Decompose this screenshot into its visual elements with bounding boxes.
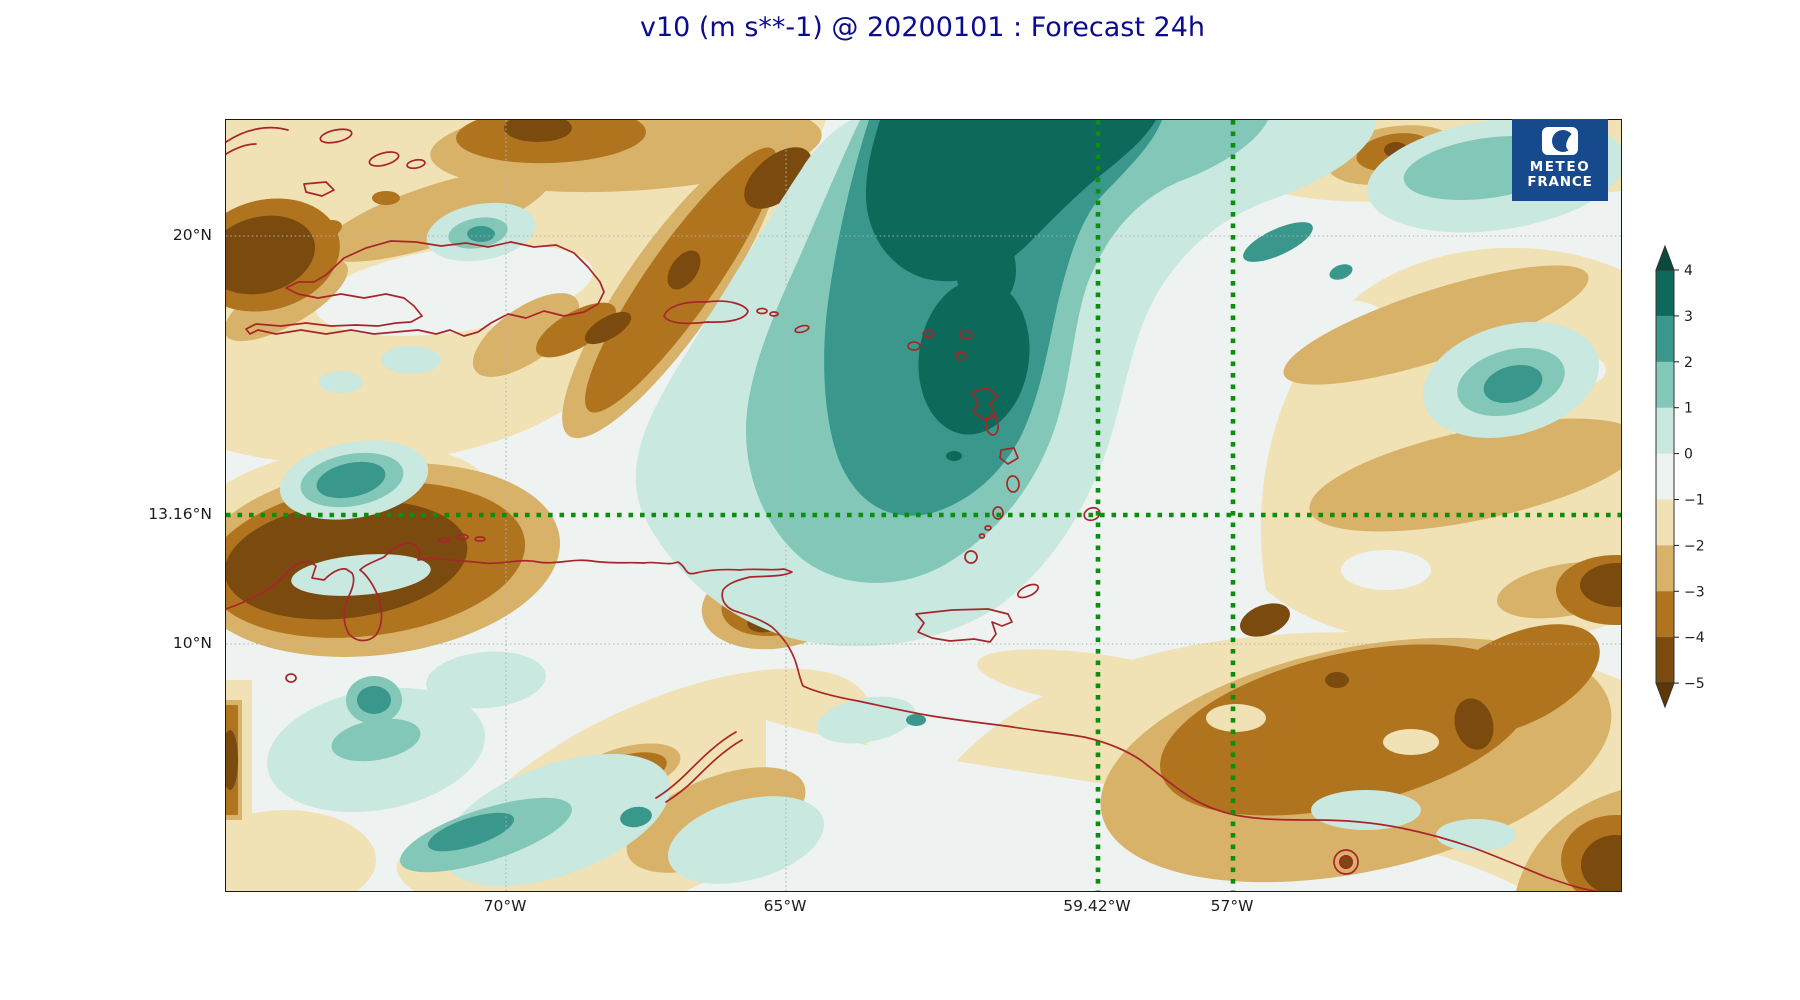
logo-text-meteo: METEO [1529, 159, 1591, 175]
contour-map [226, 120, 1621, 891]
lagoon [285, 673, 297, 683]
dominica [985, 414, 999, 436]
colorbar: 4 3 2 1 0 −1 −2 −3 −4 −5 [1655, 244, 1705, 709]
ringed-islet [1333, 849, 1359, 875]
st-lucia [1006, 475, 1020, 493]
svg-text:−5: −5 [1684, 676, 1705, 692]
trinidad [915, 608, 1013, 643]
svg-text:3: 3 [1684, 309, 1693, 325]
lat-lon-gridlines [226, 120, 1621, 891]
y-tick-20n: 20°N [172, 226, 212, 244]
hispaniola [245, 240, 605, 337]
turks-island [319, 128, 353, 144]
tan-pockets [1206, 704, 1439, 755]
south-america-coast [226, 542, 1597, 891]
grenada [964, 550, 978, 564]
x-tick-70w: 70°W [483, 897, 527, 915]
svg-text:4: 4 [1684, 263, 1693, 279]
svg-text:−3: −3 [1684, 584, 1705, 600]
coastlines [226, 126, 1597, 891]
y-tick-10n: 10°N [172, 634, 212, 652]
abc-islands [438, 537, 450, 543]
svg-text:−1: −1 [1684, 493, 1705, 509]
svg-text:0: 0 [1684, 447, 1693, 463]
svg-text:2: 2 [1684, 355, 1693, 371]
puerto-rico [663, 300, 749, 325]
meteo-france-logo: METEO FRANCE [1512, 119, 1608, 201]
virgin-islands [756, 307, 768, 315]
orinoco-river [655, 731, 737, 799]
x-tick-57w: 57°W [1210, 897, 1254, 915]
inagua-island [303, 181, 335, 197]
x-tick-65w: 65°W [763, 897, 807, 915]
x-tick-59-42w: 59.42°W [1063, 897, 1131, 915]
martinique [999, 447, 1019, 465]
tobago [1016, 583, 1040, 599]
y-tick-13-16n: 13.16°N [148, 505, 212, 523]
cuba-coast-fragment [226, 126, 289, 143]
antigua [907, 341, 921, 351]
logo-text-france: FRANCE [1527, 174, 1593, 190]
green-crosshair [226, 120, 1621, 891]
meteo-france-emblem-icon [1542, 127, 1578, 155]
plot-title: v10 (m s**-1) @ 20200101 : Forecast 24h [639, 12, 1205, 43]
svg-text:−4: −4 [1684, 630, 1705, 646]
st-vincent [992, 506, 1004, 520]
svg-text:1: 1 [1684, 401, 1693, 417]
guadeloupe [971, 387, 999, 421]
contour-level-pos3 [866, 120, 1156, 461]
map-axes [225, 119, 1622, 892]
svg-text:−2: −2 [1684, 538, 1705, 554]
